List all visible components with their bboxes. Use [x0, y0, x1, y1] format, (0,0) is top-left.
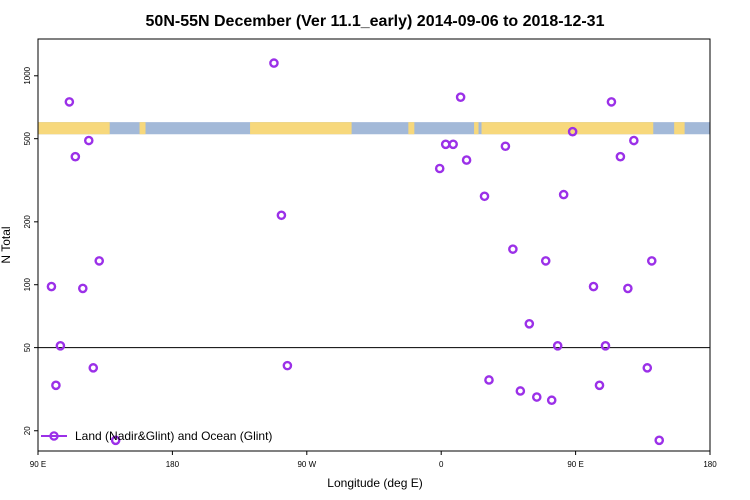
legend: Land (Nadir&Glint) and Ocean (Glint)	[41, 429, 272, 443]
data-point	[55, 341, 66, 351]
data-point	[500, 141, 511, 152]
data-point	[51, 380, 61, 391]
data-point	[629, 135, 639, 146]
data-point	[484, 375, 494, 385]
data-point	[654, 435, 665, 446]
y-tick-label: 1000	[23, 66, 32, 84]
data-point	[461, 155, 472, 165]
x-tick-label: 180	[703, 460, 717, 469]
land-segment	[408, 122, 415, 135]
data-point	[615, 151, 626, 162]
y-tick-label: 50	[23, 343, 32, 352]
data-point	[276, 210, 287, 221]
legend-label: Land (Nadir&Glint) and Ocean (Glint)	[75, 429, 272, 443]
legend-marker	[49, 431, 59, 441]
chart-title: 50N-55N December (Ver 11.1_early) 2014-0…	[146, 13, 605, 30]
x-tick-label: 180	[166, 460, 180, 469]
data-point	[64, 97, 75, 107]
data-point	[479, 191, 490, 202]
data-point	[455, 92, 466, 102]
land-segments	[38, 122, 685, 135]
data-point	[515, 386, 526, 396]
land-segment	[250, 122, 352, 135]
land-segment	[474, 122, 479, 135]
y-tick-label: 500	[23, 131, 32, 145]
land-segment	[139, 122, 146, 135]
y-tick-label: 100	[23, 277, 32, 291]
data-point	[642, 363, 653, 373]
data-point	[558, 189, 569, 200]
plot-frame	[37, 38, 711, 452]
data-point	[623, 283, 633, 294]
data-point	[567, 126, 578, 137]
data-point	[508, 244, 518, 254]
data-point	[269, 58, 279, 68]
x-axis-label: Longitude (deg E)	[327, 476, 422, 490]
data-point	[78, 283, 88, 294]
y-axis: 20 50 100 200 500 1000	[23, 66, 38, 435]
x-tick-label: 90 W	[297, 460, 316, 469]
x-tick-label: 0	[439, 460, 444, 469]
y-tick-label: 200	[23, 215, 32, 229]
data-point	[448, 139, 458, 150]
data-point	[70, 151, 81, 162]
data-point	[531, 392, 542, 402]
x-tick-label: 90 E	[30, 460, 46, 469]
data-point	[434, 163, 445, 174]
data-point	[46, 281, 57, 292]
y-axis-label: N Total	[0, 226, 13, 263]
data-point	[646, 256, 657, 266]
x-tick-label: 90 E	[567, 460, 583, 469]
data-point	[600, 341, 611, 351]
land-mask-band	[38, 122, 710, 135]
data-point	[88, 363, 99, 373]
data-point	[524, 319, 535, 329]
y-tick-label: 20	[23, 426, 32, 435]
data-point	[594, 380, 605, 391]
x-axis: 90 E 180 90 W 0 90 E 180	[30, 451, 717, 469]
data-point	[110, 435, 121, 446]
data-point	[440, 139, 451, 150]
data-point	[552, 341, 563, 351]
data-point	[94, 256, 105, 266]
land-segment	[481, 122, 654, 135]
data-point	[540, 256, 551, 266]
land-segment	[674, 122, 685, 135]
data-point	[546, 395, 557, 406]
data-point	[606, 97, 617, 107]
data-point	[282, 360, 293, 371]
land-segment	[38, 122, 110, 135]
data-points	[46, 58, 665, 446]
data-point	[83, 135, 94, 146]
data-point	[588, 281, 599, 292]
